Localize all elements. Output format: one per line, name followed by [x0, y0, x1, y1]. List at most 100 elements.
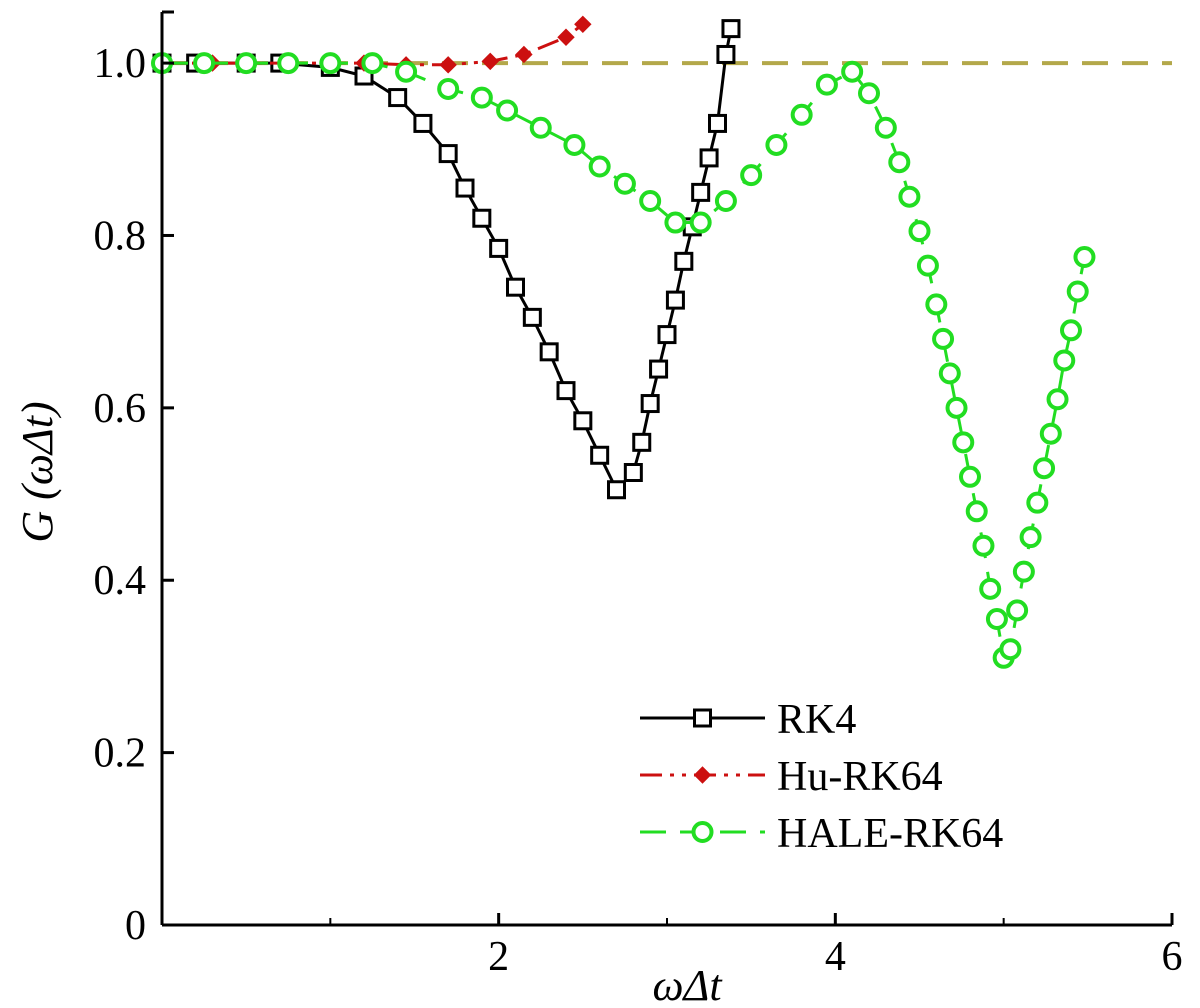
data-point [1026, 491, 1049, 514]
legend-item: Hu-RK64 [640, 754, 943, 800]
data-point [590, 445, 610, 465]
data-point [557, 28, 575, 46]
data-point [925, 293, 948, 316]
data-point [699, 148, 719, 168]
x-tick-label: 6 [1162, 934, 1183, 980]
data-point [689, 211, 712, 234]
data-point [1046, 388, 1069, 411]
data-point [938, 362, 961, 385]
data-point [916, 254, 939, 277]
y-tick-label: 0.6 [94, 386, 147, 432]
legend-label: RK4 [777, 697, 856, 743]
data-point [496, 99, 519, 122]
y-tick-label: 0.2 [94, 731, 147, 777]
data-point [1006, 599, 1029, 622]
data-point [556, 381, 576, 401]
legend-item: HALE-RK64 [640, 811, 1003, 857]
data-point [1066, 280, 1089, 303]
y-axis-label: G (ωΔt) [13, 401, 62, 542]
data-point [439, 56, 457, 74]
data-point [965, 500, 988, 523]
data-point [607, 480, 626, 500]
data-point [979, 577, 1002, 600]
data-point [639, 190, 662, 212]
data-point [489, 238, 509, 258]
y-tick-label: 0.8 [94, 213, 147, 259]
data-point [985, 608, 1008, 631]
data-point [815, 73, 838, 96]
data-point [588, 155, 611, 178]
data-point [952, 431, 975, 454]
data-point [522, 307, 542, 327]
plot-area [151, 15, 1172, 669]
data-point [613, 172, 636, 195]
data-point [395, 60, 418, 83]
data-point [361, 52, 384, 75]
data-point [888, 151, 911, 174]
data-point [515, 45, 533, 64]
data-point [437, 77, 460, 100]
data-point [574, 15, 592, 34]
data-point [1039, 422, 1062, 445]
data-point [506, 277, 525, 297]
data-point [1019, 526, 1042, 549]
data-point [193, 52, 216, 75]
legend-item: RK4 [640, 697, 856, 743]
data-point [277, 52, 300, 75]
data-point [721, 19, 741, 39]
x-axis-label: ωΔt [652, 961, 723, 1008]
data-point [481, 52, 499, 71]
y-tick-label: 1.0 [94, 41, 147, 87]
y-tick-label: 0 [125, 903, 146, 949]
data-point [623, 463, 643, 482]
data-point [319, 52, 342, 75]
data-point [649, 359, 669, 379]
x-tick-label: 4 [825, 934, 846, 980]
data-point [438, 144, 458, 164]
data-point [908, 220, 931, 243]
data-point [714, 190, 737, 212]
data-point [898, 185, 921, 208]
data-point [632, 432, 652, 452]
data-point [765, 133, 788, 156]
data-point [674, 251, 694, 271]
data-point [665, 290, 685, 310]
data-point [1073, 246, 1096, 269]
data-point [874, 116, 897, 139]
data-point [664, 211, 687, 234]
data-point [1012, 560, 1035, 583]
data-point [657, 325, 677, 345]
data-point [716, 44, 736, 64]
y-tick-label: 0.4 [94, 558, 147, 604]
data-point [563, 133, 586, 156]
data-point [790, 103, 813, 126]
data-point [858, 82, 880, 105]
data-point [388, 88, 408, 108]
legend: RK4 Hu-RK64 HALE-RK64 [640, 697, 1003, 857]
series-line [162, 23, 584, 67]
legend-marker [691, 821, 714, 843]
data-point [1033, 457, 1056, 480]
data-point [539, 342, 559, 362]
data-point [691, 182, 711, 202]
data-point [972, 534, 995, 557]
data-point [470, 86, 493, 109]
data-point [1060, 319, 1082, 342]
series-hale-rk64 [151, 52, 1096, 669]
data-point [472, 208, 492, 228]
data-point [640, 394, 660, 414]
x-tick-label: 2 [488, 934, 509, 980]
data-point [529, 116, 552, 139]
data-point [999, 638, 1022, 661]
data-point [841, 60, 864, 83]
data-point [945, 396, 968, 419]
data-point [455, 178, 475, 198]
legend-marker [693, 708, 712, 728]
axes: 0 0.2 0.4 0.6 0.8 1.0 2 4 6 [94, 10, 1183, 980]
legend-label: Hu-RK64 [777, 754, 943, 800]
data-point [740, 164, 763, 187]
data-point [573, 411, 593, 431]
data-point [932, 327, 955, 350]
data-point [708, 113, 727, 133]
